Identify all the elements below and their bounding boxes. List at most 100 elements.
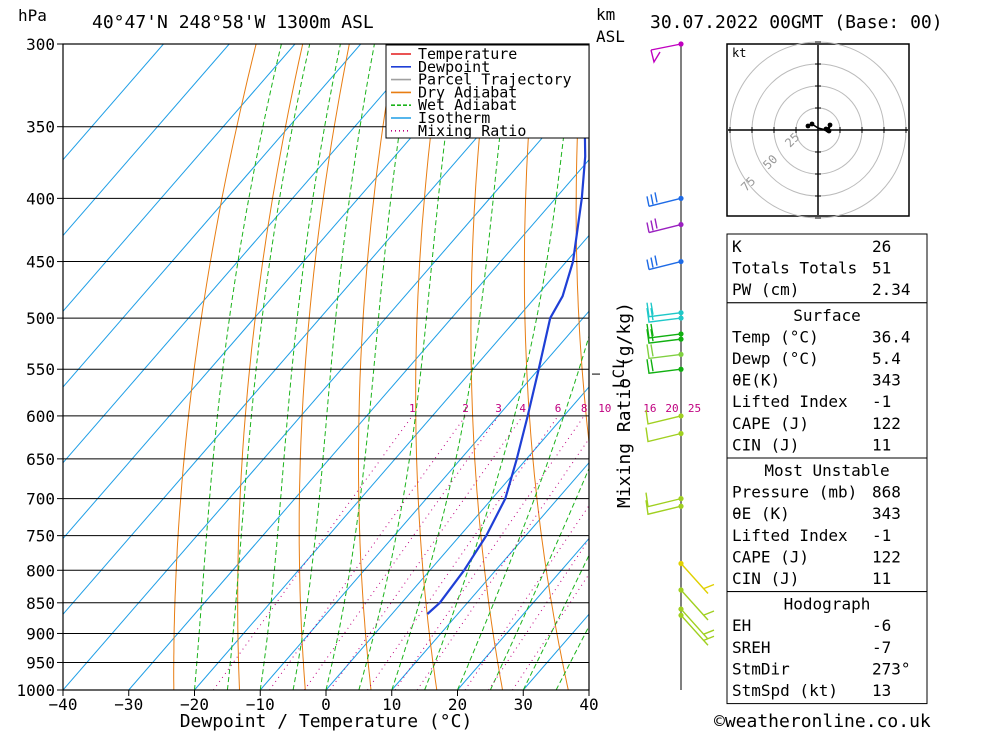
wind-barb bbox=[646, 323, 682, 339]
lcl-label: LCL bbox=[609, 359, 628, 388]
mixing-ratio-line bbox=[394, 415, 585, 690]
mixing-ratio-label: 25 bbox=[688, 402, 701, 415]
temperature-tick-label: 40 bbox=[579, 695, 598, 714]
mixing-ratio-label: 2 bbox=[462, 402, 469, 415]
hodograph-unit-label: kt bbox=[732, 46, 746, 60]
wind-barb bbox=[680, 589, 715, 621]
table-title: Surface bbox=[793, 306, 860, 325]
table-row-value: 13 bbox=[872, 681, 891, 700]
wind-barb bbox=[645, 427, 682, 443]
table-row-value: 343 bbox=[872, 371, 901, 390]
table-box bbox=[726, 302, 928, 459]
isotherm-line bbox=[63, 44, 427, 464]
isotherm-line bbox=[325, 386, 589, 690]
table-row-label: θE (K) bbox=[732, 504, 790, 523]
mixing-ratio-label: 3 bbox=[495, 402, 502, 415]
pressure-tick-label: 800 bbox=[26, 561, 55, 580]
wind-barb bbox=[645, 492, 682, 508]
dry-adiabat-line bbox=[955, 44, 1000, 690]
table-row-label: StmSpd (kt) bbox=[732, 681, 838, 700]
temperature-tick-labels: −40 −30 −20 −10 0 10 20 30 40 bbox=[49, 690, 599, 714]
temperature-tick-label: 0 bbox=[321, 695, 331, 714]
pressure-tick-label: 700 bbox=[26, 490, 55, 509]
isotherm-line bbox=[63, 83, 589, 690]
table-row-value: 273° bbox=[872, 659, 911, 678]
mixing-ratio-label: 6 bbox=[555, 402, 562, 415]
hodograph-point bbox=[827, 122, 833, 128]
pressure-tick-label: 900 bbox=[26, 624, 55, 643]
isotherm-line bbox=[63, 44, 230, 237]
mixing-ratio-line bbox=[512, 573, 589, 690]
pressure-tick-label: 850 bbox=[26, 594, 55, 613]
pressure-tick-label: 550 bbox=[26, 360, 55, 379]
wind-barb bbox=[650, 43, 682, 64]
legend-box bbox=[385, 44, 590, 139]
wind-barb bbox=[646, 255, 682, 271]
wind-barb bbox=[646, 302, 682, 318]
wet-adiabat-line bbox=[325, 44, 414, 690]
temperature-tick-label: 10 bbox=[382, 695, 401, 714]
legend-label: Dry Adiabat bbox=[418, 83, 517, 101]
pressure-lines bbox=[63, 43, 589, 691]
table-box bbox=[726, 591, 928, 705]
temperature-tick-label: −40 bbox=[49, 695, 78, 714]
km-unit: km bbox=[596, 5, 615, 24]
legend-label: Mixing Ratio bbox=[418, 122, 526, 140]
pressure-tick-label: 500 bbox=[26, 309, 55, 328]
pressure-tick-labels: 300 350 400 450 500 550 600 650 700 750 800 850 900 9… bbox=[16, 35, 63, 700]
table-row-label: Lifted Index bbox=[732, 526, 848, 545]
table-box bbox=[726, 457, 928, 593]
pressure-tick-label: 400 bbox=[26, 189, 55, 208]
legend-label: Temperature bbox=[418, 45, 517, 63]
table-row-label: SREH bbox=[732, 638, 771, 657]
temperature-tick-label: −10 bbox=[246, 695, 275, 714]
wind-barb bbox=[680, 563, 715, 594]
mixing-ratio-label: 4 bbox=[519, 402, 526, 415]
wet-adiabat-line bbox=[489, 467, 589, 690]
mixing-ratio-label: 8 bbox=[581, 402, 588, 415]
hpa-axis-unit: hPa bbox=[18, 6, 47, 25]
table-row-label: StmDir bbox=[732, 659, 790, 678]
mixing-ratio-label: 16 bbox=[643, 402, 656, 415]
lcl-marker: LCL bbox=[592, 359, 628, 388]
table-row-value: 122 bbox=[872, 414, 901, 433]
mixing-ratio-axis-label: Mixing Ratio (g/kg) bbox=[614, 302, 635, 508]
table-row-label: θE(K) bbox=[732, 371, 780, 390]
wind-barbs bbox=[645, 41, 715, 646]
isotherm-line bbox=[63, 44, 559, 616]
mixing-ratio-line bbox=[212, 415, 413, 690]
table-row-label: K bbox=[732, 237, 742, 256]
table-box bbox=[726, 233, 928, 304]
table-title: Hodograph bbox=[784, 595, 871, 614]
table-row-value: 51 bbox=[872, 259, 891, 278]
temperature-tick-label: 20 bbox=[448, 695, 467, 714]
wet-adiabat-line bbox=[522, 554, 589, 690]
table-row-value: 122 bbox=[872, 547, 901, 566]
temperature-tick-label: −20 bbox=[180, 695, 209, 714]
isotherm-line bbox=[259, 310, 589, 690]
table-row-label: Temp (°C) bbox=[732, 327, 819, 346]
table-row-label: Totals Totals bbox=[732, 259, 857, 278]
isotherm-line bbox=[63, 44, 362, 388]
wind-barb bbox=[646, 307, 682, 323]
table-row-value: 868 bbox=[872, 483, 901, 502]
table-row-label: Lifted Index bbox=[732, 392, 848, 411]
pressure-tick-label: 750 bbox=[26, 527, 55, 546]
table-title: Most Unstable bbox=[764, 461, 889, 480]
pressure-tick-label: 650 bbox=[26, 450, 55, 469]
table-row-value: 5.4 bbox=[872, 349, 901, 368]
mixing-ratio-label: 20 bbox=[665, 402, 678, 415]
wind-barb bbox=[645, 409, 682, 425]
isotherm-line bbox=[63, 44, 296, 313]
isotherm-line bbox=[457, 537, 589, 690]
table-row-value: 343 bbox=[872, 504, 901, 523]
dry-adiabat-line bbox=[237, 44, 304, 690]
isotherm-line bbox=[128, 158, 589, 690]
mixing-ratio-line bbox=[269, 415, 467, 690]
wind-barb bbox=[646, 344, 682, 360]
table-row-value: -6 bbox=[872, 616, 891, 635]
table-row-label: PW (cm) bbox=[732, 280, 799, 299]
dry-adiabat-line bbox=[575, 44, 589, 447]
